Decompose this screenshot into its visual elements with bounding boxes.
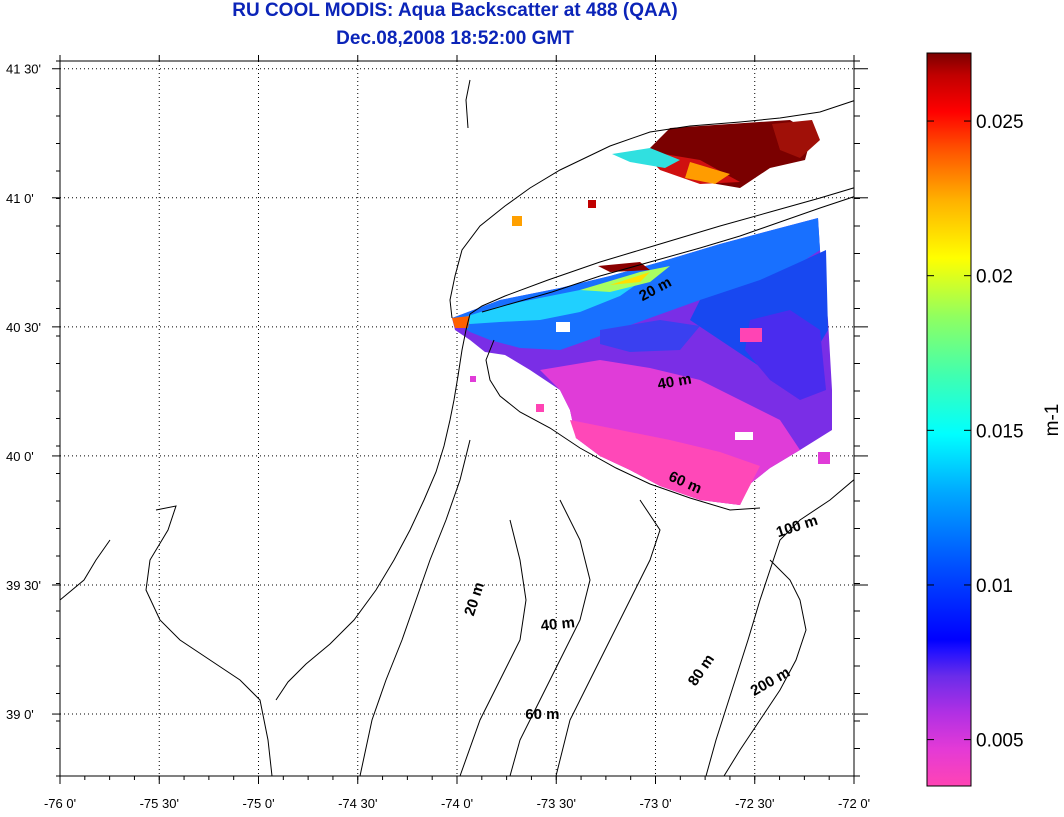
contour-label: 60 m (525, 706, 559, 723)
isobath-40m (459, 519, 527, 776)
swath-pixel (818, 452, 830, 464)
colorbar-tick-label: 0.025 (976, 112, 1024, 133)
backscatter-swath (452, 120, 832, 505)
x-tick-label: -73 30' (537, 796, 576, 811)
x-tick-label: -75 0' (242, 796, 274, 811)
isobath-60m (509, 499, 591, 776)
coastline-new-jersey (275, 313, 471, 701)
swath-gap (556, 322, 570, 332)
contour-label: 40 m (540, 614, 576, 634)
colorbar-ticks: 0.025 0.02 0.015 0.01 0.005 (927, 112, 1024, 752)
x-tick-label: -72 30' (735, 796, 774, 811)
swath-pixel (512, 216, 522, 226)
swath-gap (735, 432, 753, 440)
isobath-hudson-canyon (485, 339, 761, 511)
colorbar-tick-label: 0.015 (976, 421, 1024, 442)
x-tick-label: -74 0' (441, 796, 473, 811)
swath-pixel (470, 376, 476, 382)
colorbar (926, 52, 972, 787)
x-tick-label: -73 0' (639, 796, 671, 811)
swath-harbor-orange (452, 316, 470, 328)
colorbar-tick-label: 0.01 (976, 576, 1013, 597)
coastline-and-contours (60, 79, 854, 776)
swath-pixel (536, 404, 544, 412)
isobath-100m (705, 479, 854, 776)
colorbar-tick-label: 0.005 (976, 731, 1024, 752)
isobath-80m (555, 499, 661, 776)
coastline-connecticut (449, 100, 854, 319)
contour-label: 40 m (656, 370, 693, 393)
y-tick-label: 39 0' (6, 707, 34, 722)
y-tick-label: 41 30' (6, 62, 41, 77)
swath-sound-orange (685, 162, 730, 184)
coastline-long-island-north (469, 187, 854, 315)
swath-nearshore-green (580, 266, 670, 292)
swath-nearshore-darkred (598, 262, 650, 272)
axis-tick-labels: -76 0' -75 30' -75 0' -74 30' -74 0' -73 30' -… (6, 62, 870, 811)
swath-outer-pink (570, 420, 760, 505)
colorbar-unit-label: m-1 (1042, 404, 1063, 437)
y-tick-label: 39 30' (6, 578, 41, 593)
y-tick-label: 40 0' (6, 449, 34, 464)
isobath-20m (359, 439, 471, 776)
coastline-long-island-south (481, 196, 854, 313)
swath-nearshore-yellow (610, 272, 650, 285)
isobath-200m (723, 559, 807, 776)
x-tick-label: -72 0' (838, 796, 870, 811)
swath-sound-cyan (612, 148, 680, 168)
coastline-hudson (465, 79, 471, 129)
swath-mid-blue (600, 320, 700, 352)
coastline-delaware-bay (145, 505, 273, 776)
y-tick-label: 41 0' (6, 191, 34, 206)
swath-offshore-indigo (745, 310, 826, 400)
y-tick-label: 40 30' (6, 320, 41, 335)
x-tick-label: -74 30' (338, 796, 377, 811)
map-title: RU COOL MODIS: Aqua Backscatter at 488 (… (232, 0, 678, 21)
swath-pixel (740, 328, 762, 342)
swath-pixel (588, 200, 596, 208)
x-tick-label: -75 30' (140, 796, 179, 811)
graticule (60, 61, 854, 776)
colorbar-tick-label: 0.02 (976, 267, 1013, 288)
coastline-inland (60, 539, 111, 601)
x-tick-label: -76 0' (44, 796, 76, 811)
swath-sound-east (772, 120, 820, 158)
map-subtitle-timestamp: Dec.08,2008 18:52:00 GMT (336, 28, 574, 49)
axis-tick-marks (52, 55, 868, 784)
